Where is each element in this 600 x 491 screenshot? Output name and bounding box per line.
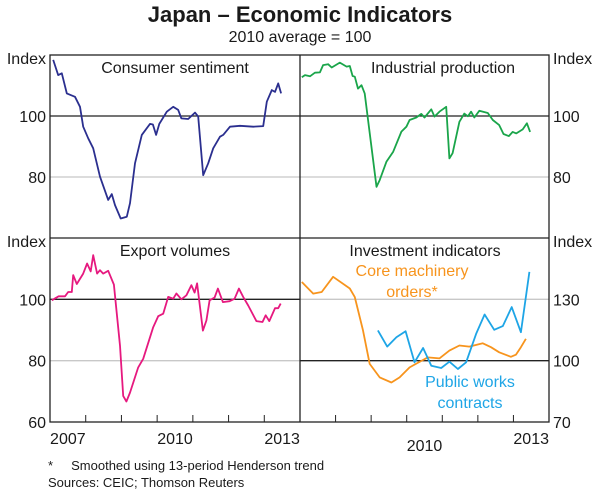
axis-labels: 80 100 Index 80 100 Index 60 80 100 Index 2007 2010… (7, 51, 592, 455)
x-tick-label-2007: 2007 (50, 431, 86, 448)
y-tick-label: 80 (28, 170, 46, 187)
x-tick-label-2010: 2010 (157, 431, 193, 448)
y-tick-label: 70 (553, 415, 571, 432)
y-axis-unit-label: Index (553, 234, 592, 251)
y-tick-label: 80 (28, 354, 46, 371)
panel-title-consumer-sentiment: Consumer sentiment (101, 60, 249, 77)
y-tick-label: 100 (19, 292, 46, 309)
panel-frame (49, 54, 550, 423)
legend-public-works-line1: Public works (425, 374, 515, 391)
y-tick-label: 60 (28, 415, 46, 432)
x-tick-label-2013: 2013 (264, 431, 300, 448)
panel-title-investment-indicators: Investment indicators (349, 243, 500, 260)
series-line-consumer-sentiment (52, 59, 282, 220)
y-tick-label: 100 (553, 109, 580, 126)
legend-core-machinery-line2: orders* (386, 284, 438, 301)
y-axis-unit-label: Index (7, 51, 46, 68)
series-lines (51, 59, 531, 403)
series-line-core-machinery-orders- (301, 275, 527, 384)
chart-subtitle: 2010 average = 100 (229, 29, 372, 46)
chart-title: Japan – Economic Indicators (148, 2, 452, 27)
series-line-public-works-contracts (377, 271, 531, 370)
y-axis-unit-label: Index (7, 234, 46, 251)
y-axis-unit-label: Index (553, 51, 592, 68)
panel-title-export-volumes: Export volumes (120, 243, 230, 260)
y-tick-label: 80 (553, 170, 571, 187)
legend-core-machinery-line1: Core machinery (356, 263, 469, 280)
series-line-industrial-production (301, 61, 531, 188)
x-tick-label-2013: 2013 (513, 431, 549, 448)
panel-title-industrial-production: Industrial production (371, 60, 515, 77)
sources: Sources: CEIC; Thomson Reuters (48, 475, 245, 490)
legend-public-works-line2: contracts (438, 395, 503, 412)
gridlines (50, 115, 549, 362)
y-tick-label: 100 (19, 109, 46, 126)
y-tick-label: 100 (553, 354, 580, 371)
series-line-export-volumes (51, 254, 282, 403)
x-tick-label-2010: 2010 (407, 438, 443, 455)
y-tick-label: 130 (553, 292, 580, 309)
footnote: * Smoothed using 13-period Henderson tre… (48, 458, 324, 473)
